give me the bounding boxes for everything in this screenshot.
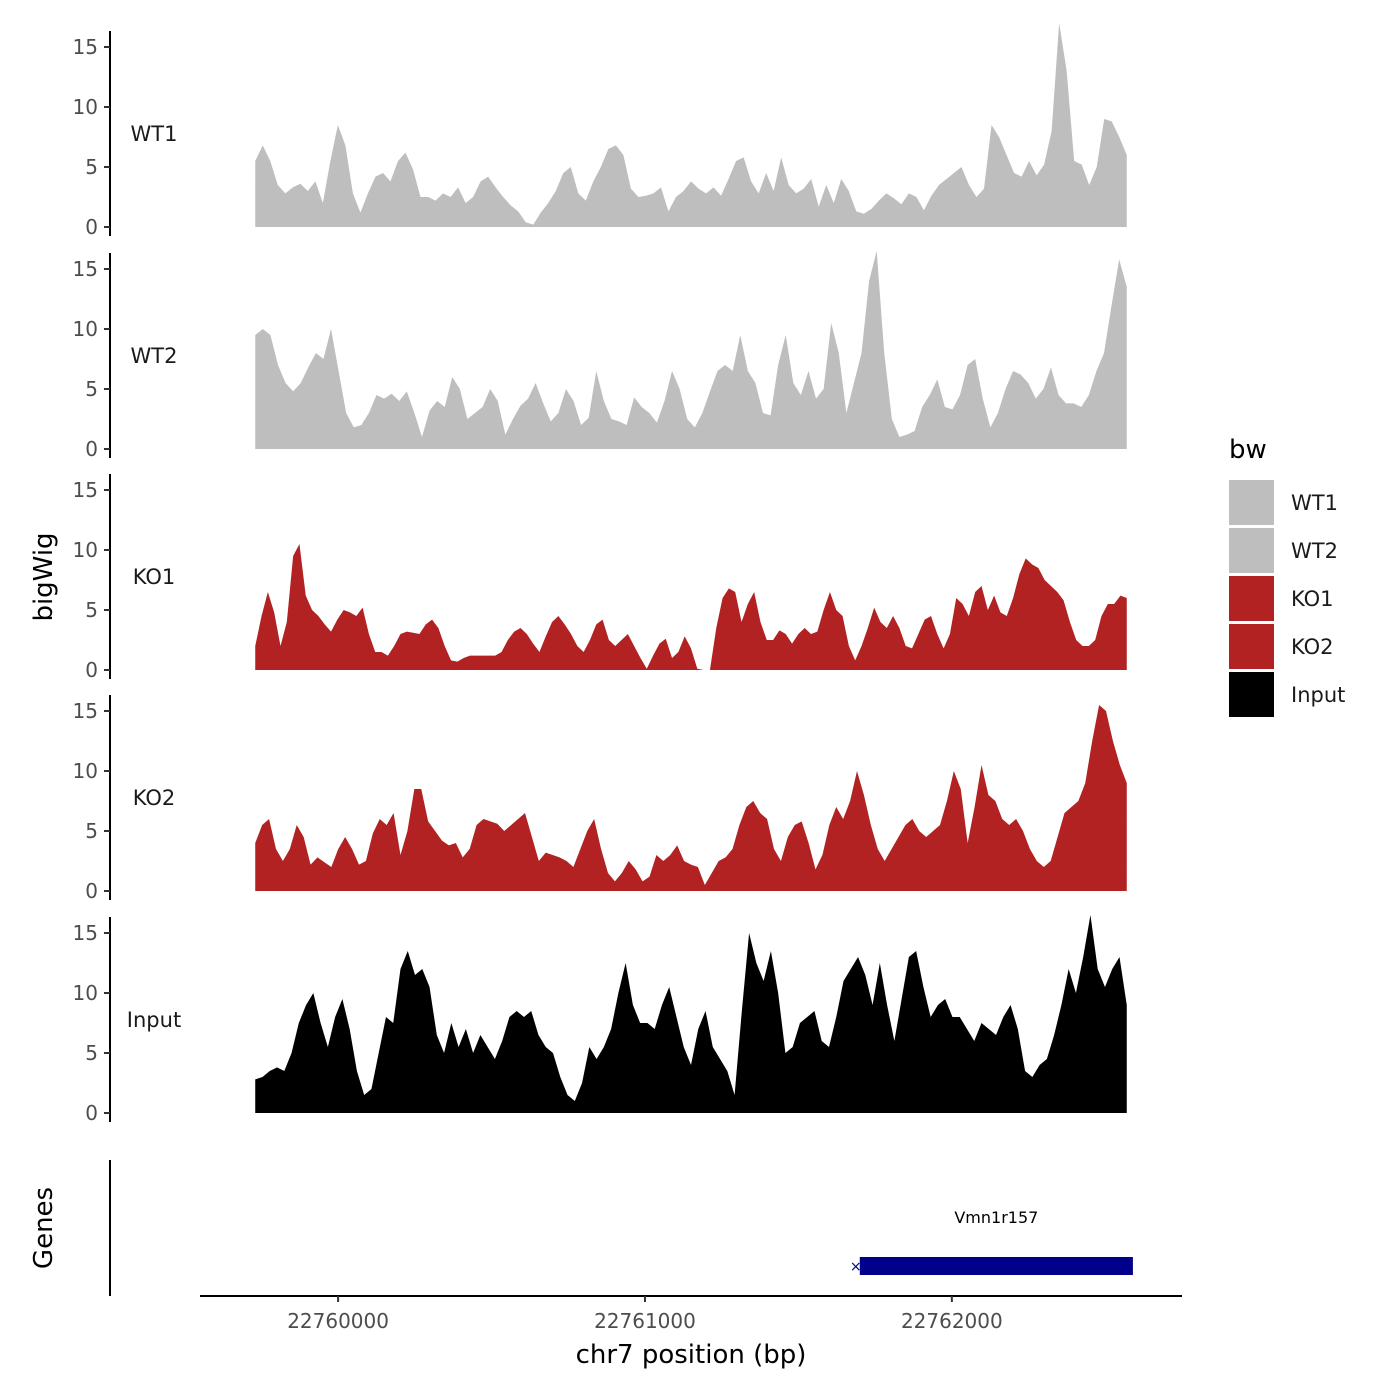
- y-tick-label: 10: [73, 759, 98, 783]
- legend-label-input: Input: [1291, 683, 1345, 707]
- y-tick-label: 15: [73, 35, 98, 59]
- legend-label-wt2: WT2: [1291, 539, 1338, 563]
- y-tick-label: 5: [85, 598, 98, 622]
- legend-swatch-wt2: [1229, 528, 1274, 573]
- legend-swatch-ko2: [1229, 624, 1274, 669]
- y-axis-title: bigWig: [29, 532, 59, 621]
- legend-swatch-input: [1229, 672, 1274, 717]
- track-ko1: 0 5 10 15 KO1: [73, 474, 1127, 682]
- gene-body[interactable]: [859, 1257, 1133, 1275]
- signal-area-ko2: [255, 705, 1127, 891]
- y-tick-label: 15: [73, 257, 98, 281]
- track-wt1: 0 5 10 15 WT1: [73, 23, 1127, 239]
- signal-area-wt1: [255, 23, 1127, 227]
- gene-label[interactable]: Vmn1r157: [954, 1208, 1038, 1227]
- x-axis: 22760000 22761000 22762000 chr7 position (…: [200, 1295, 1182, 1370]
- y-tick-label: 15: [73, 921, 98, 945]
- track-label-ko2: KO2: [133, 786, 176, 810]
- legend-label-wt1: WT1: [1291, 491, 1338, 515]
- legend-swatch-wt1: [1229, 480, 1274, 525]
- y-tick-label: 10: [73, 95, 98, 119]
- y-tick-label: 5: [85, 1041, 98, 1065]
- track-label-wt2: WT2: [131, 344, 178, 368]
- legend-swatch-ko1: [1229, 576, 1274, 621]
- x-axis-title: chr7 position (bp): [576, 1340, 807, 1370]
- signal-area-input: [255, 915, 1127, 1113]
- x-tick-label: 22760000: [287, 1309, 389, 1333]
- x-tick-label: 22762000: [901, 1309, 1003, 1333]
- signal-area-ko1: [255, 544, 1127, 670]
- y-tick-label: 0: [85, 879, 98, 903]
- legend-label-ko2: KO2: [1291, 635, 1334, 659]
- y-tick-label: 0: [85, 437, 98, 461]
- legend-title: bw: [1229, 435, 1267, 465]
- gene-strand-arrow: ×: [850, 1259, 862, 1275]
- x-ticks-group: 22760000 22761000 22762000: [287, 1296, 1003, 1333]
- genes-panel: Genes × Vmn1r157: [29, 1160, 1133, 1296]
- track-wt2: 0 5 10 15 WT2: [73, 251, 1127, 461]
- track-label-wt1: WT1: [131, 122, 178, 146]
- signal-area-wt2: [255, 251, 1127, 449]
- track-label-ko1: KO1: [133, 565, 176, 589]
- y-tick-label: 5: [85, 819, 98, 843]
- y-tick-label: 5: [85, 377, 98, 401]
- track-input: 0 5 10 15 Input: [73, 915, 1127, 1125]
- y-tick-label: 10: [73, 981, 98, 1005]
- genes-axis-title: Genes: [29, 1187, 59, 1269]
- y-tick-label: 15: [73, 478, 98, 502]
- y-tick-label: 0: [85, 658, 98, 682]
- y-tick-label: 10: [73, 317, 98, 341]
- track-ko2: 0 5 10 15 KO2: [73, 695, 1127, 903]
- y-tick-label: 0: [85, 215, 98, 239]
- tracks-group: 0 5 10 15 WT1 0 5 10 15 WT2 0 5 10 15 KO1 0 5 10 15 KO2 0 5 10…: [73, 23, 1127, 1125]
- legend: bw WT1 WT2 KO1 KO2 Input: [1229, 435, 1345, 717]
- y-tick-label: 5: [85, 155, 98, 179]
- y-tick-label: 15: [73, 699, 98, 723]
- y-tick-label: 0: [85, 1101, 98, 1125]
- x-tick-label: 22761000: [594, 1309, 696, 1333]
- y-tick-label: 10: [73, 538, 98, 562]
- legend-label-ko1: KO1: [1291, 587, 1334, 611]
- track-label-input: Input: [127, 1008, 181, 1032]
